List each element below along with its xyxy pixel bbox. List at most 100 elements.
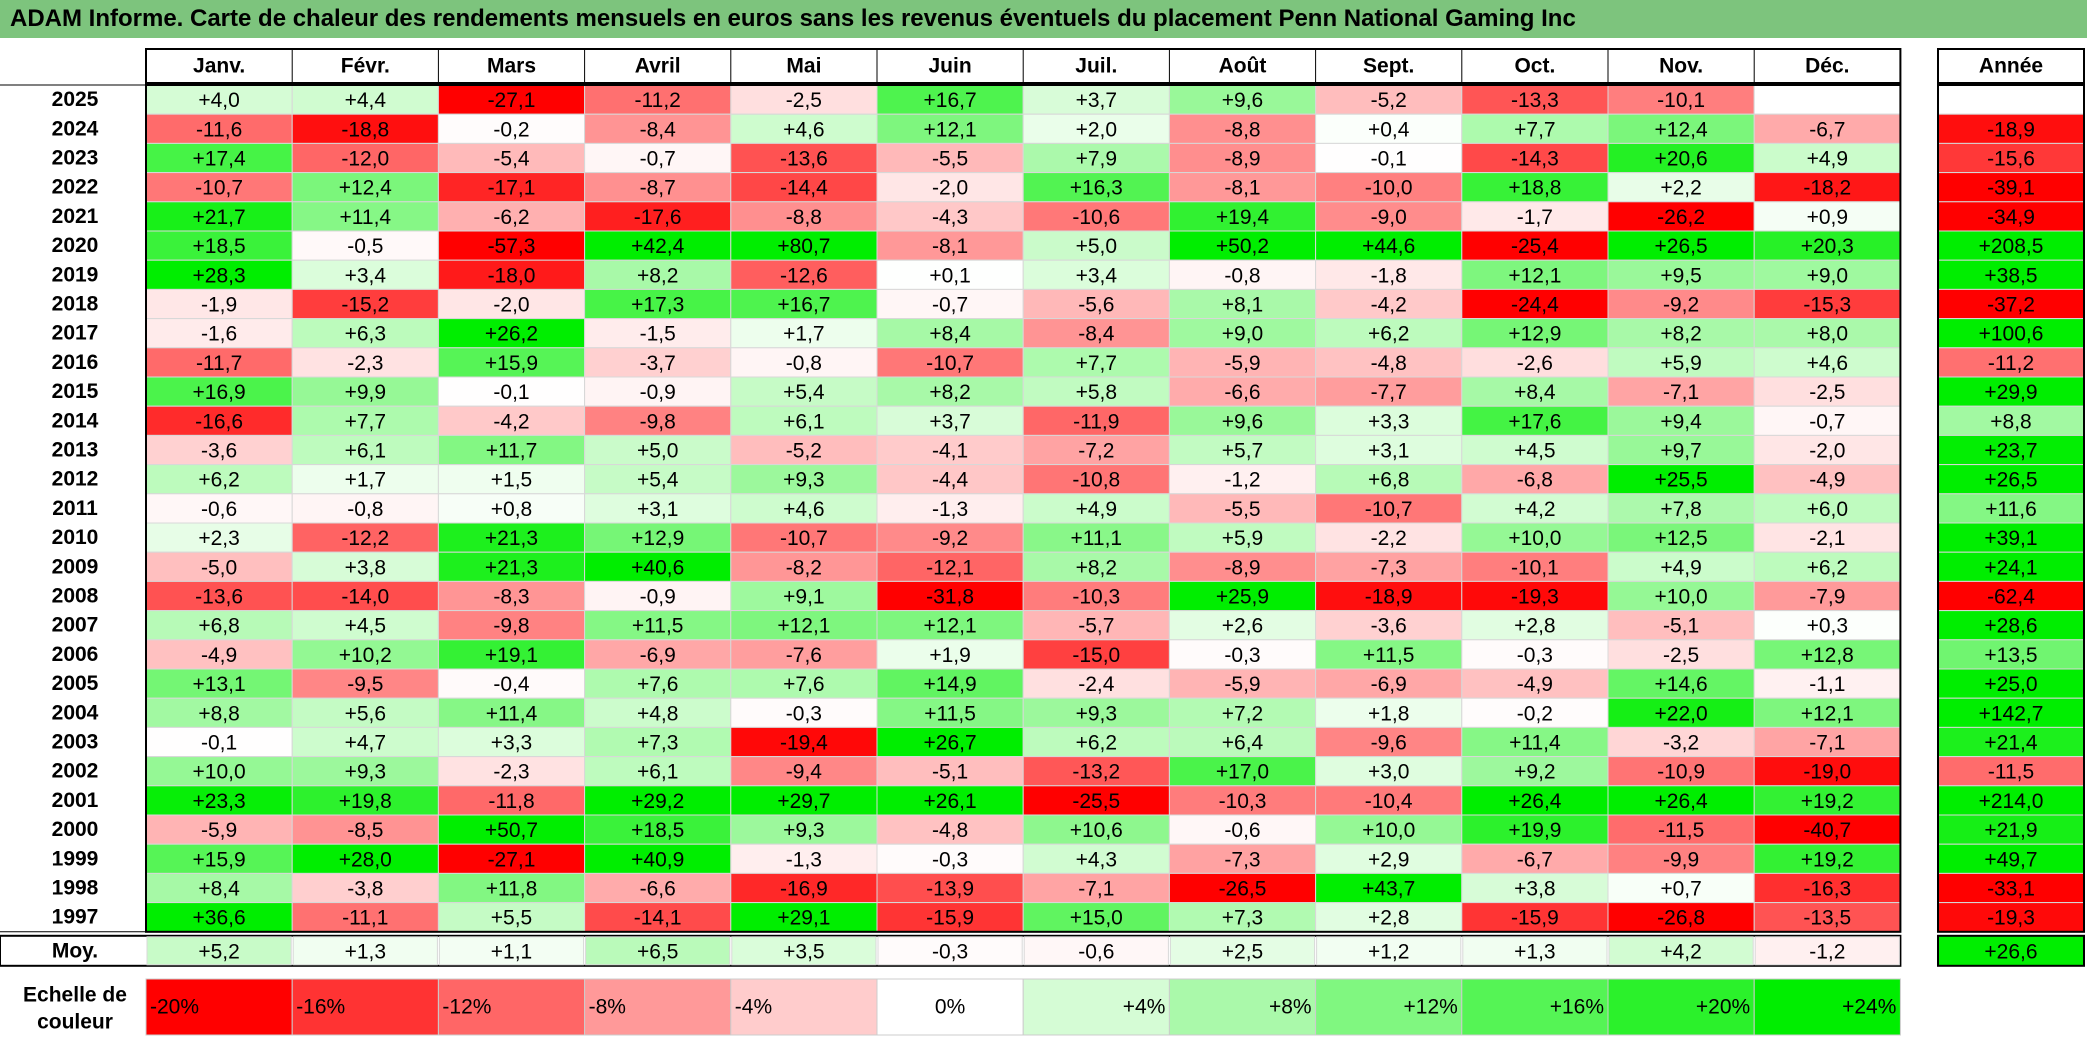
heat-cell-value: +29,2	[631, 790, 684, 813]
heat-cell-value: -40,7	[1803, 819, 1851, 842]
heat-cell	[1753, 814, 1901, 845]
heat-cell-value: +16,7	[924, 89, 977, 112]
heat-cell-value: -18,2	[1803, 177, 1851, 200]
heat-cell-value: -26,8	[1657, 907, 1705, 930]
heat-cell	[145, 434, 293, 466]
heat-cell-value: +12,4	[1655, 118, 1708, 141]
heat-cell	[437, 872, 586, 904]
heat-cell	[1461, 288, 1609, 320]
heat-cell-value: -0,1	[493, 381, 529, 404]
heat-cell-value: +44,6	[1362, 235, 1415, 258]
heat-cell-value: +9,3	[345, 761, 386, 784]
heat-cell-value: +1,9	[929, 644, 970, 667]
average-cell-value: +1,3	[1514, 940, 1555, 963]
heat-cell-value: -13,6	[780, 148, 828, 171]
heat-cell-value: +29,7	[777, 790, 830, 813]
heat-cell	[437, 639, 586, 670]
heat-cell-value: +4,4	[345, 89, 387, 112]
heat-cell	[876, 434, 1024, 466]
heat-cell	[291, 142, 439, 174]
heat-cell-value: -0,8	[786, 352, 822, 375]
annual-cell	[1937, 288, 2085, 320]
heat-cell-value: -2,3	[493, 761, 529, 784]
heat-cell-value: -26,5	[1219, 878, 1267, 901]
heat-cell-value: +11,8	[486, 878, 538, 901]
heat-cell	[876, 230, 1024, 261]
heat-cell-value: -2,1	[1809, 527, 1845, 550]
heat-cell-value: -9,4	[786, 761, 823, 784]
heat-cell	[1753, 639, 1901, 670]
heat-cell-value: -4,2	[493, 410, 529, 433]
average-cell-value: +1,3	[345, 940, 386, 963]
heat-cell	[437, 259, 586, 290]
heat-cell-value: +9,3	[783, 819, 824, 842]
heat-cell-value: +7,7	[345, 410, 386, 433]
heat-cell	[1168, 668, 1317, 699]
heat-cell-value: +12,9	[631, 527, 684, 550]
heat-cell-value: -8,8	[786, 206, 822, 229]
annual-cell	[1937, 639, 2085, 670]
heat-cell-value: -7,2	[1078, 440, 1114, 463]
heat-cell	[1461, 259, 1609, 290]
heat-cell	[876, 142, 1024, 174]
heat-cell	[1022, 201, 1170, 232]
annual-cell-value: +208,5	[1979, 235, 2044, 258]
heat-cell-value: -5,5	[932, 148, 968, 171]
heat-cell-value: +3,1	[1368, 440, 1409, 463]
heat-cell	[291, 434, 439, 466]
heat-cell	[1315, 522, 1463, 553]
heat-cell-value: -3,7	[640, 352, 676, 375]
heat-cell	[1753, 697, 1901, 728]
heat-cell	[1168, 113, 1317, 144]
annual-cell-value: +11,6	[1985, 498, 2037, 521]
month-header-10: Oct.	[1514, 55, 1555, 78]
month-header-6: Juin	[929, 55, 972, 78]
heat-cell-value: +6,0	[1807, 498, 1848, 521]
heat-cell-value: +11,4	[486, 702, 538, 725]
heat-cell-value: -14,1	[634, 907, 682, 930]
heat-cell-value: -10,1	[1511, 556, 1559, 579]
heat-cell-value: +16,3	[1070, 177, 1123, 200]
heat-cell-value: -8,9	[1224, 148, 1260, 171]
heat-cell-value: +26,7	[924, 732, 977, 755]
annual-cell-value: -62,4	[1987, 586, 2035, 609]
heat-cell-value: -7,3	[1371, 556, 1407, 579]
heat-cell	[1607, 318, 1755, 349]
heat-cell-value: +12,1	[924, 615, 977, 638]
heat-cell-value: -6,9	[1371, 673, 1407, 696]
heat-cell	[1315, 493, 1463, 524]
scale-swatch	[1315, 978, 1463, 1036]
heat-cell	[1315, 726, 1463, 758]
heat-cell-value: -7,1	[1809, 732, 1845, 755]
scale-swatch-label: -12%	[442, 996, 491, 1019]
heat-cell	[1022, 814, 1170, 845]
heat-cell	[1607, 434, 1755, 466]
heat-cell	[1461, 843, 1609, 874]
heat-cell-value: -5,2	[786, 440, 822, 463]
heat-cell	[1753, 142, 1901, 174]
heat-cell-value: -11,1	[342, 907, 388, 930]
heat-cell-value: -0,9	[640, 586, 676, 609]
heat-cell-value: +11,7	[486, 440, 538, 463]
heat-cell	[730, 347, 878, 378]
heat-cell	[584, 259, 732, 290]
heat-cell-value: +9,9	[345, 381, 386, 404]
year-label-1999: 1999	[52, 847, 99, 870]
heat-cell-value: -0,8	[1224, 264, 1260, 287]
heat-cell-value: +9,5	[1660, 264, 1701, 287]
heat-cell	[1022, 580, 1170, 612]
heat-cell	[437, 726, 586, 758]
heat-cell-value: -10,6	[1072, 206, 1120, 229]
heat-cell	[876, 726, 1024, 758]
heat-cell	[584, 522, 732, 553]
heat-cell	[1168, 814, 1317, 845]
annual-cell-value: +39,1	[1984, 527, 2037, 550]
heat-cell-value: +4,5	[1514, 440, 1555, 463]
heat-cell-value: +12,9	[1508, 323, 1561, 346]
average-cell	[438, 936, 585, 966]
average-cell	[877, 936, 1023, 966]
scale-swatch-label: +16%	[1550, 996, 1604, 1019]
heat-cell-value: +0,7	[1660, 878, 1701, 901]
heat-cell-value: +10,0	[1362, 819, 1415, 842]
heat-cell-value: -24,4	[1511, 294, 1559, 317]
